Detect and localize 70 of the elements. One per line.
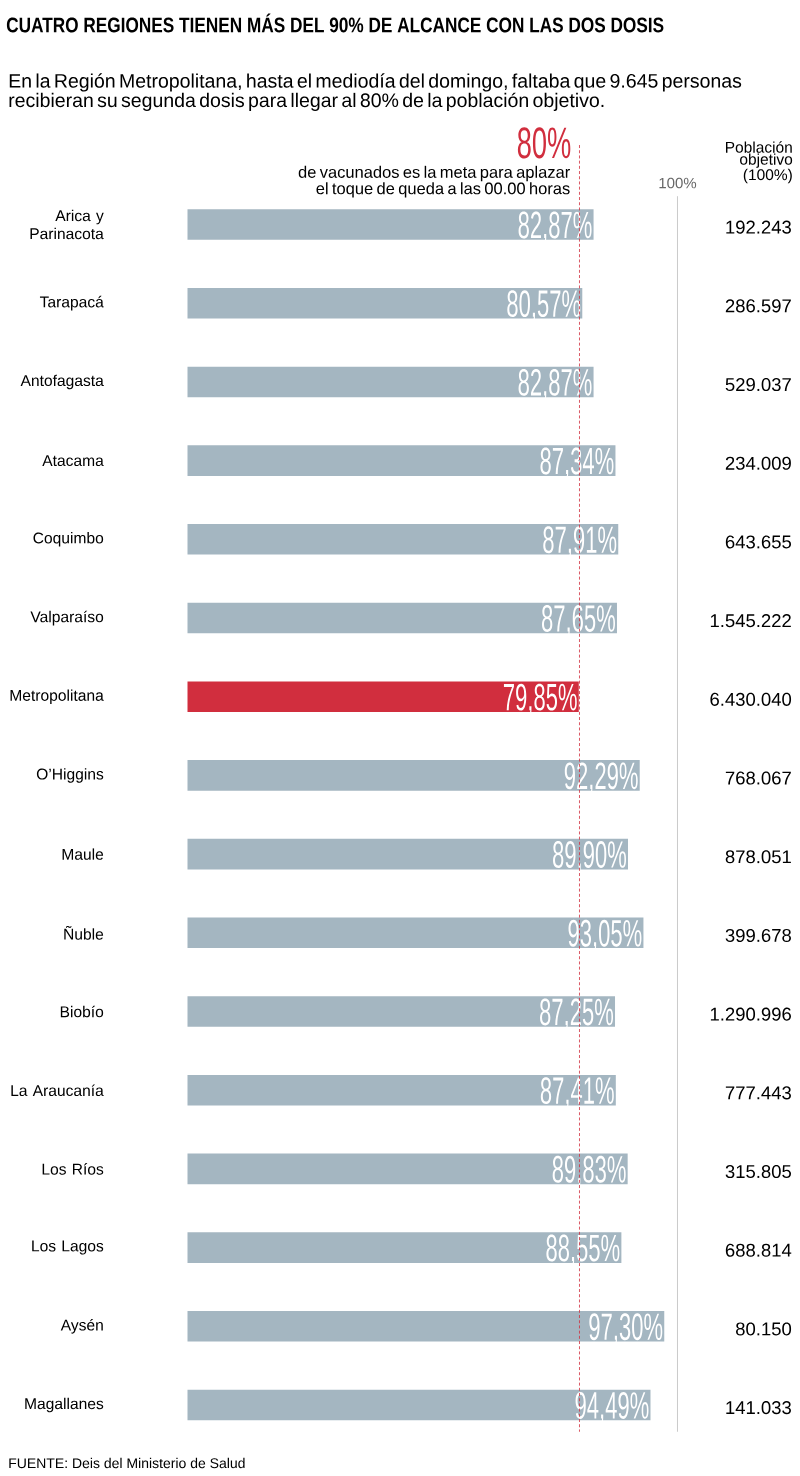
data-label: 89,90% (553, 841, 626, 873)
text: 234.009 (725, 456, 791, 470)
y-tick-label: Metropolitana (10, 689, 104, 704)
y-tick-label: O’Higgins (36, 768, 104, 783)
chart-title: CUATRO REGIONES TIENEN MÁS DEL 90% DE ALCANCE CON LAS DOS DOSIS (6, 13, 664, 33)
y-tick-label: Arica y Parinacota (30, 209, 104, 240)
y-tick-label: Coquimbo (33, 532, 104, 547)
data-label: 79,85% (503, 683, 577, 716)
text: 1.290.996 (710, 1007, 791, 1021)
bar (187, 1232, 622, 1263)
text: 141.033 (726, 1401, 791, 1415)
bar (187, 602, 617, 634)
y-tick-label: Los Ríos (42, 1163, 104, 1175)
bar (187, 1074, 616, 1106)
y-tick-label: Valparaíso (30, 610, 104, 626)
y-tick-label: Biobío (60, 1005, 104, 1018)
bar (187, 838, 628, 870)
bar (187, 760, 640, 791)
data-label: 88,55% (546, 1234, 620, 1266)
bar (187, 917, 644, 949)
data-label: 92,29% (564, 762, 638, 794)
data-label: 80,57% (507, 290, 581, 322)
data-label: 87,41% (540, 1077, 614, 1109)
text: 80.150 (736, 1322, 792, 1336)
text: Población objetivo (100%) (725, 141, 793, 184)
data-label: 89,83% (552, 1155, 626, 1188)
y-tick-label: Ñuble (64, 925, 104, 940)
y-tick-label: La Araucanía (11, 1084, 104, 1097)
data-label: 82,87% (518, 368, 592, 401)
annotation: de vacunados es la meta para aplazar el toque de queda a las 00.00 horas (298, 165, 570, 198)
data-label: 97,30% (589, 1313, 663, 1345)
y-tick-label: Los Lagos (32, 1240, 104, 1255)
ref-line-label: 80% (517, 127, 571, 159)
text: 878.051 (725, 850, 791, 864)
text: 399.678 (725, 928, 791, 942)
data-label: 87,25% (540, 998, 614, 1030)
data-label: 87,91% (543, 526, 617, 558)
y-tick-label: Maule (62, 848, 104, 860)
y-tick-label: Antofagasta (20, 374, 104, 390)
text: 315.805 (725, 1164, 792, 1179)
bar (187, 1311, 665, 1342)
bar (187, 287, 583, 319)
bar (187, 445, 616, 476)
y-tick-label: Aysén (60, 1318, 103, 1334)
y-tick-label: Atacama (42, 455, 104, 467)
bar (187, 366, 594, 398)
data-label: 87,65% (541, 604, 615, 637)
text: 192.243 (726, 220, 791, 234)
chart-subtitle: En la Región Metropolitana, hasta el mediodía del domingo, faltaba que 9.645 personas recibieran su segunda dosis para llegar al 80% de la población objetivo. (9, 73, 742, 112)
bar (187, 209, 594, 240)
data-label: 94,49% (575, 1391, 649, 1424)
bar (187, 1153, 628, 1185)
text: 1.545.222 (710, 614, 791, 628)
y-tick-label: Magallanes (25, 1397, 104, 1413)
data-label: 82,87% (518, 211, 592, 243)
data-label: 93,05% (568, 919, 642, 952)
y-tick-label: Tarapacá (39, 295, 104, 311)
text: 768.067 (725, 771, 791, 785)
text: 643.655 (725, 535, 792, 549)
source-note: FUENTE: Deis del Ministerio de Salud (9, 1457, 245, 1469)
data-label: 87,34% (540, 447, 614, 479)
ref-line-label: 100% (659, 177, 697, 189)
bar (187, 1389, 651, 1421)
text: 688.814 (725, 1243, 792, 1257)
bar (187, 996, 616, 1027)
text: 529.037 (725, 378, 791, 392)
bar (187, 524, 619, 555)
text: 286.597 (725, 299, 791, 313)
text: 777.443 (725, 1086, 791, 1100)
text: 6.430.040 (710, 692, 792, 706)
